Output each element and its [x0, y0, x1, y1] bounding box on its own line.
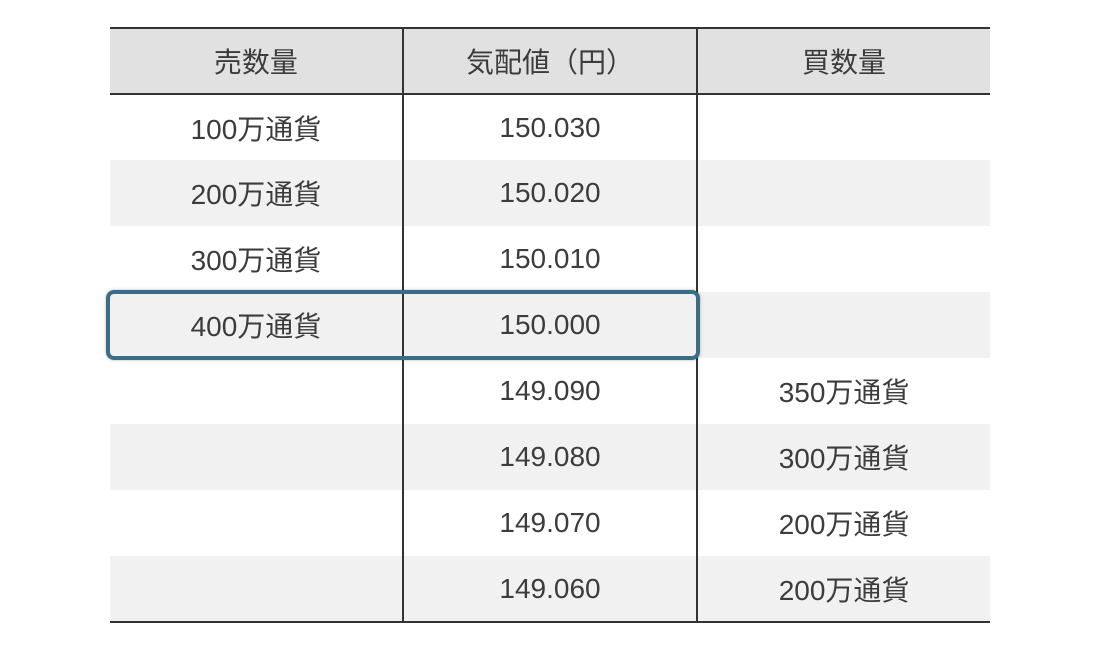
- cell-sell: 200万通貨: [110, 160, 402, 226]
- cell-price: 150.020: [404, 160, 696, 226]
- cell-buy: 350万通貨: [698, 358, 990, 424]
- cell-price: 150.010: [404, 226, 696, 292]
- cell-buy: 300万通貨: [698, 424, 990, 490]
- cell-buy: 200万通貨: [698, 490, 990, 556]
- cell-sell: [110, 556, 402, 622]
- table-row: 149.070200万通貨: [110, 490, 990, 556]
- cell-sell: [110, 424, 402, 490]
- cell-sell: 100万通貨: [110, 94, 402, 160]
- table-row: 149.090350万通貨: [110, 358, 990, 424]
- table-row: 300万通貨150.010: [110, 226, 990, 292]
- cell-buy: [698, 226, 990, 292]
- cell-sell: 300万通貨: [110, 226, 402, 292]
- order-book-table: 売数量 気配値（円） 買数量 100万通貨150.030200万通貨150.02…: [110, 27, 990, 623]
- order-book-table-wrap: 売数量 気配値（円） 買数量 100万通貨150.030200万通貨150.02…: [110, 27, 990, 623]
- cell-price: 149.090: [404, 358, 696, 424]
- cell-buy: [698, 160, 990, 226]
- cell-price: 149.060: [404, 556, 696, 622]
- cell-price: 149.070: [404, 490, 696, 556]
- table-row: 149.060200万通貨: [110, 556, 990, 622]
- column-header-sell: 売数量: [110, 28, 402, 94]
- table-row: 149.080300万通貨: [110, 424, 990, 490]
- table-row: 200万通貨150.020: [110, 160, 990, 226]
- column-header-buy: 買数量: [698, 28, 990, 94]
- cell-buy: [698, 94, 990, 160]
- table-row: 100万通貨150.030: [110, 94, 990, 160]
- cell-sell: [110, 358, 402, 424]
- table-header-row: 売数量 気配値（円） 買数量: [110, 28, 990, 94]
- cell-price: 150.030: [404, 94, 696, 160]
- cell-buy: 200万通貨: [698, 556, 990, 622]
- table-row: 400万通貨150.000: [110, 292, 990, 358]
- cell-buy: [698, 292, 990, 358]
- cell-sell: 400万通貨: [110, 292, 402, 358]
- column-header-price: 気配値（円）: [404, 28, 696, 94]
- cell-price: 149.080: [404, 424, 696, 490]
- cell-sell: [110, 490, 402, 556]
- cell-price: 150.000: [404, 292, 696, 358]
